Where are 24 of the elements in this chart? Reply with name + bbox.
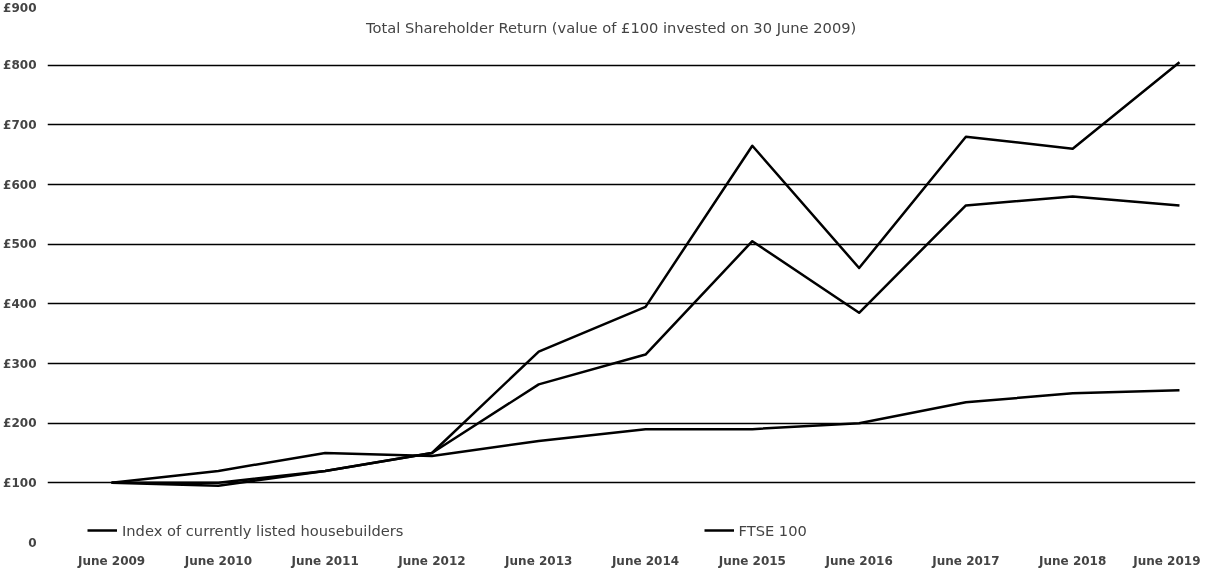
x-tick-label: June 2013 <box>504 553 573 568</box>
x-tick-label: June 2014 <box>610 553 680 568</box>
legend-label: Index of currently listed housebuilders <box>122 521 404 539</box>
x-tick-label: June 2015 <box>717 553 786 568</box>
y-tick-label: £900 <box>3 0 37 15</box>
y-tick-label: £500 <box>3 237 37 252</box>
x-tick-label: June 2017 <box>931 553 1000 568</box>
y-tick-label: 0 <box>28 535 37 550</box>
x-tick-label: June 2016 <box>824 553 893 568</box>
y-tick-label: £300 <box>3 356 37 371</box>
y-tick-label: £600 <box>3 177 37 192</box>
y-tick-label: £100 <box>3 475 37 490</box>
x-tick-label: June 2011 <box>290 553 359 568</box>
y-tick-label: £700 <box>3 117 37 132</box>
legend-label: FTSE 100 <box>738 521 807 539</box>
text: Total Shareholder Return (value of £100 invested on 30 June 2009) <box>365 18 857 36</box>
x-tick-label: June 2012 <box>397 553 466 568</box>
y-tick-label: £800 <box>3 58 37 73</box>
x-tick-label: June 2018 <box>1038 553 1107 568</box>
x-tick-label: June 2019 <box>1132 553 1201 568</box>
y-tick-label: £400 <box>3 296 37 311</box>
x-tick-label: June 2009 <box>76 553 146 568</box>
y-tick-label: £200 <box>3 416 37 431</box>
x-tick-label: June 2010 <box>183 553 252 568</box>
